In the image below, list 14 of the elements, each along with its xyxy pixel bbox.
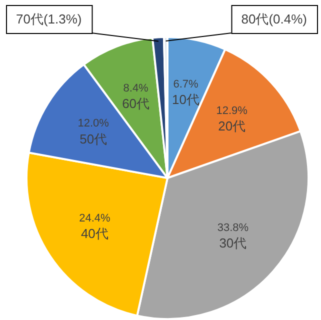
data-label: 33.8% bbox=[217, 222, 249, 234]
data-label: 12.9% bbox=[216, 104, 248, 117]
slice-label: 30代 bbox=[219, 236, 247, 251]
data-label: 24.4% bbox=[79, 212, 110, 224]
slice-label: 40代 bbox=[80, 226, 108, 241]
slice-label: 80代(0.4%) bbox=[241, 12, 307, 27]
slice-label: 70代(1.3%) bbox=[16, 12, 82, 27]
slice-label: 60代 bbox=[122, 96, 150, 112]
slice-label: 20代 bbox=[218, 118, 246, 134]
data-label: 12.0% bbox=[78, 118, 110, 130]
data-label: 8.4% bbox=[123, 82, 149, 95]
slice-label: 50代 bbox=[80, 131, 108, 146]
data-label: 6.7% bbox=[173, 78, 199, 91]
slice-label: 10代 bbox=[172, 92, 200, 108]
